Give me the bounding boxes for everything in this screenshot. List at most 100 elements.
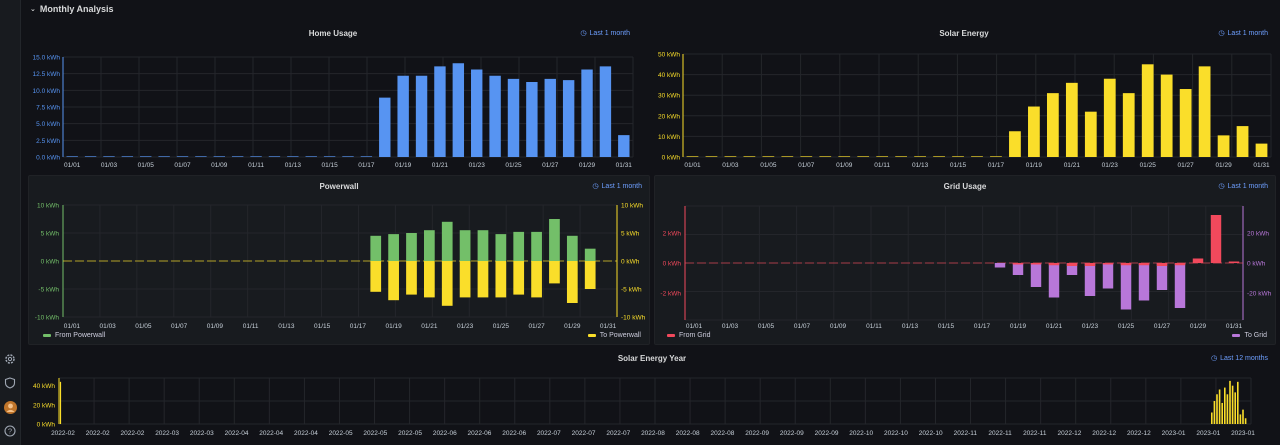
- x-tick-label: 2022-08: [676, 430, 700, 437]
- y-tick-label: -10 kWh: [621, 315, 646, 322]
- solar-energy-chart: 50 kWh 40 kWh 30 kWh 20 kWh 10 kWh 0 kWh01/01…: [658, 52, 1272, 169]
- x-tick-label: 01/11: [874, 162, 890, 169]
- x-tick-label: 01/15: [314, 323, 331, 330]
- home-usage-chart: 15.0 kWh 12.5 kWh 10.0 kWh 7.5 kWh 5.0 kWh 2.…: [33, 55, 634, 169]
- bar: [1122, 93, 1135, 157]
- x-tick-label: 01/23: [1082, 323, 1099, 330]
- bar: [1048, 263, 1060, 298]
- x-tick-label: 01/01: [684, 162, 701, 169]
- bar: [1120, 263, 1132, 310]
- x-tick-label: 01/13: [278, 323, 295, 330]
- clock-icon: ◷: [580, 30, 587, 37]
- chevron-down-icon: ⌄: [30, 6, 36, 13]
- legend-item-from-powerwall[interactable]: From Powerwall: [43, 332, 105, 339]
- x-tick-label: 01/29: [564, 323, 581, 330]
- bar: [531, 261, 542, 298]
- shield-icon[interactable]: [1, 374, 19, 392]
- x-tick-label: 01/07: [171, 323, 188, 330]
- legend-item-to-grid[interactable]: To Grid: [1232, 332, 1267, 339]
- bar: [1218, 389, 1221, 424]
- x-tick-label: 01/21: [1064, 162, 1081, 169]
- bar: [1211, 412, 1213, 424]
- bar: [1231, 385, 1234, 424]
- x-tick-label: 2022-08: [710, 430, 734, 437]
- bar: [477, 261, 489, 298]
- legend-item-to-powerwall[interactable]: To Powerwall: [587, 332, 641, 339]
- bar: [434, 66, 446, 157]
- x-tick-label: 01/17: [358, 162, 375, 169]
- bar: [415, 75, 428, 157]
- panel-title: Grid Usage: [943, 182, 987, 191]
- bar: [1066, 263, 1078, 275]
- bar: [1216, 394, 1218, 424]
- panel-home-usage: Home Usage ◷ Last 1 month 15.0 kWh 12.5 kW…: [28, 22, 638, 174]
- x-tick-label: 2022-10: [849, 430, 873, 437]
- legend-item-from-grid[interactable]: From Grid: [667, 332, 711, 339]
- bar: [1084, 111, 1097, 157]
- row-collapse-toggle[interactable]: ⌄ Monthly Analysis: [30, 4, 114, 14]
- y-tick-label: 0 kWh: [1247, 261, 1266, 268]
- bar: [994, 263, 1006, 268]
- x-tick-label: 01/23: [457, 323, 474, 330]
- clock-icon: ◷: [592, 183, 599, 190]
- x-tick-label: 01/11: [243, 323, 259, 330]
- x-tick-label: 2022-02: [51, 430, 75, 437]
- y-tick-label: 10.0 kWh: [33, 88, 61, 95]
- x-tick-label: 01/29: [1215, 162, 1232, 169]
- bar: [531, 231, 542, 261]
- bar: [513, 261, 525, 295]
- bar: [452, 63, 465, 157]
- y-tick-label: 10 kWh: [37, 203, 59, 210]
- bar: [406, 261, 417, 295]
- x-tick-label: 01/23: [469, 162, 486, 169]
- x-tick-label: 01/15: [950, 162, 967, 169]
- x-tick-label: 01/27: [528, 323, 545, 330]
- time-range-picker[interactable]: ◷ Last 1 month: [1218, 29, 1268, 38]
- x-tick-label: 01/09: [830, 323, 847, 330]
- x-tick-label: 01/23: [1102, 162, 1119, 169]
- bar: [495, 261, 507, 298]
- powerwall-chart: 10 kWh 5 kWh 0 kWh -5 kWh -10 kWh 10 kWh 5 kWh…: [35, 203, 646, 331]
- bar: [1138, 263, 1150, 266]
- x-tick-label: 01/11: [866, 323, 882, 330]
- bar: [1102, 263, 1114, 265]
- help-icon[interactable]: ?: [1, 422, 19, 440]
- x-tick-label: 2022-08: [641, 430, 665, 437]
- svg-text:?: ?: [8, 427, 12, 436]
- x-tick-label: 01/25: [1140, 162, 1157, 169]
- time-range-picker[interactable]: ◷ Last 1 month: [1218, 182, 1268, 191]
- x-tick-label: 01/25: [505, 162, 522, 169]
- x-tick-label: 2022-06: [433, 430, 457, 437]
- y-tick-label: 2 kWh: [663, 231, 682, 238]
- bar: [1012, 263, 1024, 265]
- clock-icon: ◷: [1211, 355, 1218, 362]
- bar: [1236, 126, 1249, 157]
- bar: [1228, 261, 1240, 263]
- bar: [441, 261, 453, 306]
- x-tick-label: 01/27: [542, 162, 559, 169]
- gear-icon[interactable]: [1, 350, 19, 368]
- x-tick-label: 01/03: [100, 323, 117, 330]
- panel-grid-usage: Grid Usage ◷ Last 1 month 2 kWh 0 kWh -2 kW…: [654, 175, 1276, 345]
- time-range-picker[interactable]: ◷ Last 1 month: [592, 182, 642, 191]
- y-tick-label: 40 kWh: [658, 72, 680, 79]
- y-tick-label: 0 kWh: [37, 422, 56, 429]
- x-tick-label: 2022-04: [225, 430, 249, 437]
- x-tick-label: 01/09: [836, 162, 853, 169]
- bar: [1141, 64, 1154, 157]
- x-tick-label: 2022-07: [572, 430, 596, 437]
- bar: [1048, 263, 1060, 266]
- y-tick-label: 0 kWh: [621, 259, 640, 266]
- bar: [562, 80, 575, 157]
- bar: [584, 248, 596, 261]
- x-tick-label: 01/09: [211, 162, 228, 169]
- y-tick-label: 40 kWh: [33, 383, 55, 390]
- bar: [489, 75, 501, 157]
- time-range-picker[interactable]: ◷ Last 12 months: [1211, 354, 1268, 363]
- bar: [379, 97, 391, 157]
- bar: [1174, 263, 1186, 266]
- bar: [1009, 131, 1021, 157]
- user-avatar[interactable]: [1, 398, 19, 416]
- time-range-picker[interactable]: ◷ Last 1 month: [580, 29, 630, 38]
- bar: [1084, 263, 1096, 266]
